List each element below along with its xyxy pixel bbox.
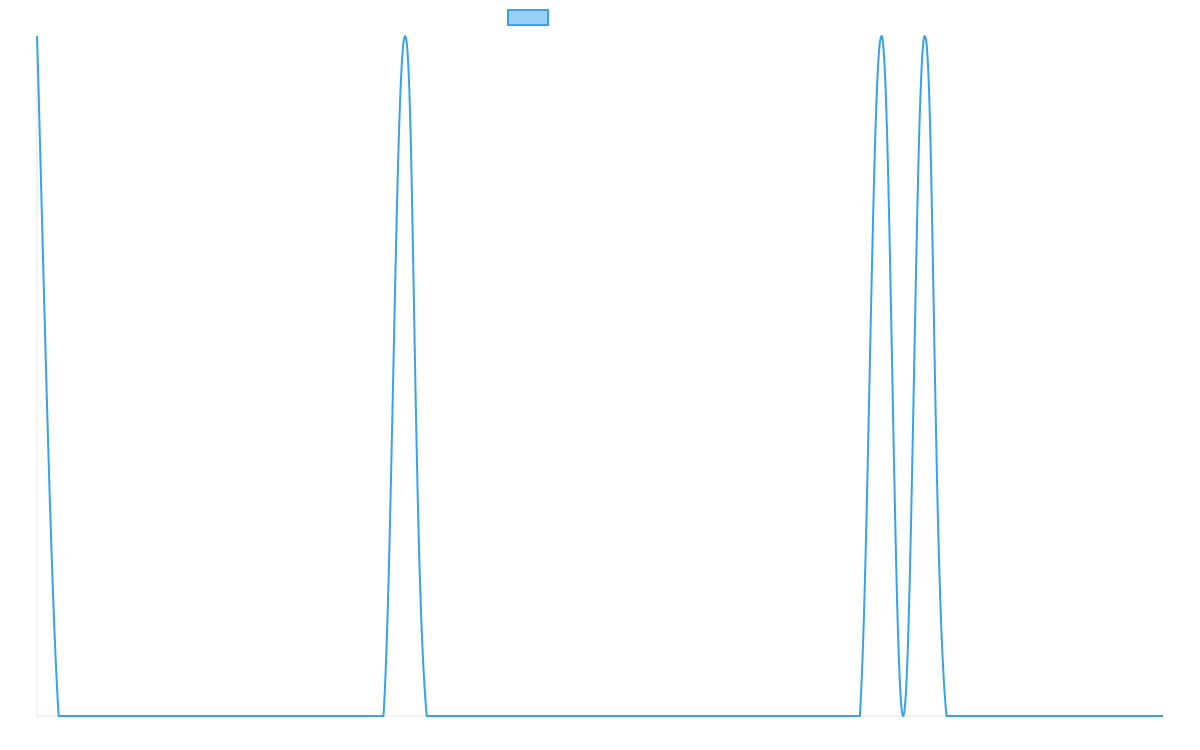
data-point[interactable] [900, 713, 906, 719]
data-point[interactable] [34, 33, 40, 39]
data-point[interactable] [879, 33, 885, 39]
data-point[interactable] [121, 713, 127, 719]
data-point[interactable] [424, 713, 430, 719]
data-point[interactable] [510, 713, 516, 719]
data-point[interactable] [554, 713, 560, 719]
data-point[interactable] [337, 713, 343, 719]
data-point[interactable] [56, 713, 62, 719]
data-point[interactable] [402, 33, 408, 39]
axes [36, 36, 1163, 717]
data-point[interactable] [943, 713, 949, 719]
data-point[interactable] [164, 713, 170, 719]
series-line [36, 35, 1163, 717]
data-point[interactable] [684, 713, 690, 719]
data-point[interactable] [770, 713, 776, 719]
data-point[interactable] [77, 713, 83, 719]
data-point[interactable] [922, 33, 928, 39]
legend[interactable] [507, 9, 549, 26]
data-point[interactable] [987, 713, 993, 719]
data-point[interactable] [1117, 713, 1123, 719]
data-point[interactable] [640, 713, 646, 719]
data-point[interactable] [380, 713, 386, 719]
data-point[interactable] [835, 713, 841, 719]
data-point[interactable] [207, 713, 213, 719]
data-point[interactable] [1030, 713, 1036, 719]
data-point[interactable] [857, 713, 863, 719]
data-point[interactable] [727, 713, 733, 719]
data-point[interactable] [1073, 713, 1079, 719]
data-point[interactable] [251, 713, 257, 719]
data-point[interactable] [1160, 713, 1166, 719]
data-point[interactable] [294, 713, 300, 719]
series-layer [34, 33, 1166, 719]
data-point[interactable] [814, 713, 820, 719]
data-point[interactable] [359, 713, 365, 719]
data-point[interactable] [597, 713, 603, 719]
data-point[interactable] [467, 713, 473, 719]
legend-swatch[interactable] [507, 9, 549, 26]
